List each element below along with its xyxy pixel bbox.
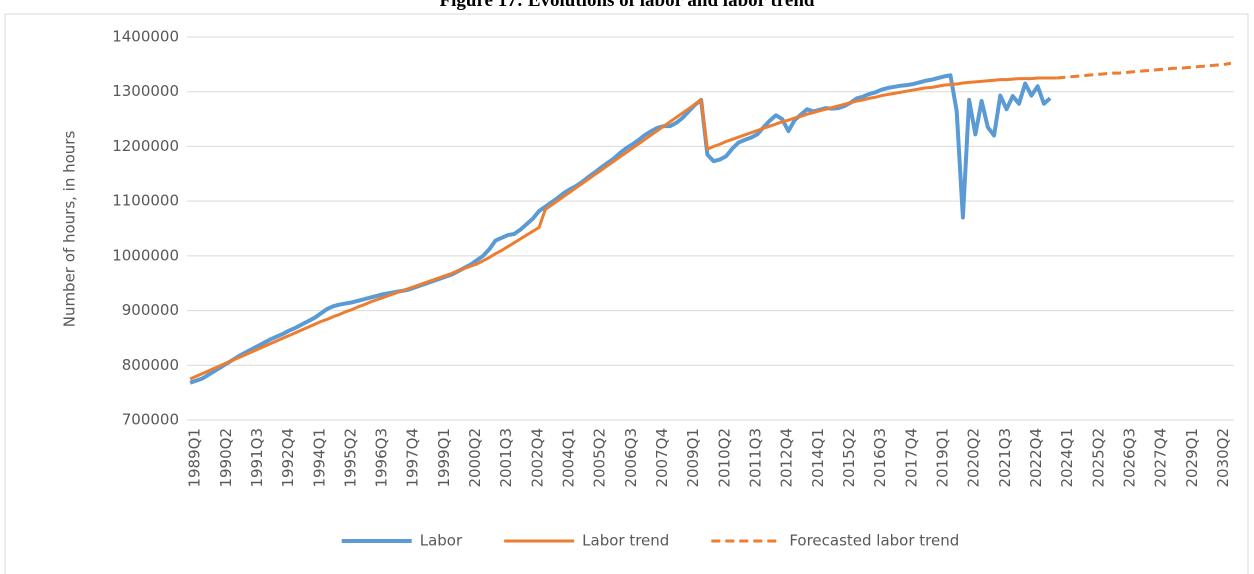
x-tick-label: 2027Q4 xyxy=(1152,428,1170,488)
x-tick-label: 2021Q3 xyxy=(996,428,1014,488)
legend-item: Labor xyxy=(341,532,463,550)
x-tick-label: 1992Q4 xyxy=(279,428,297,488)
x-tick-label: 2030Q2 xyxy=(1214,428,1232,488)
x-tick-label: 1996Q3 xyxy=(373,428,391,488)
y-tick-label: 1200000 xyxy=(112,137,179,155)
series-line xyxy=(189,76,1057,381)
x-tick-label: 2005Q2 xyxy=(591,428,609,488)
x-tick-label: 2010Q2 xyxy=(715,428,733,488)
x-tick-label: 2004Q1 xyxy=(560,428,578,488)
y-tick-label: 1400000 xyxy=(112,28,179,46)
x-tick-label: 2014Q1 xyxy=(809,428,827,488)
x-tick-label: 1989Q1 xyxy=(186,428,204,488)
x-tick-label: 1997Q4 xyxy=(404,428,422,488)
x-tick-label: 1995Q2 xyxy=(341,428,359,488)
x-tick-label: 2022Q4 xyxy=(1027,428,1045,488)
x-tick-label: 2012Q4 xyxy=(778,428,796,488)
x-tick-label: 2002Q4 xyxy=(528,428,546,488)
x-tick-label: 2000Q2 xyxy=(466,428,484,488)
x-tick-label: 1991Q3 xyxy=(248,428,266,488)
y-tick-label: 1300000 xyxy=(112,82,179,100)
x-tick-label: 2016Q3 xyxy=(871,428,889,488)
y-tick-label: 1100000 xyxy=(112,192,179,210)
series-line xyxy=(1056,61,1232,80)
x-tick-label: 2026Q3 xyxy=(1120,428,1138,488)
x-tick-label: 2025Q2 xyxy=(1089,428,1107,488)
x-tick-label: 2009Q1 xyxy=(684,428,702,488)
y-axis-label: Number of hours, in hours xyxy=(61,131,79,328)
y-tick-label: 1000000 xyxy=(112,246,179,264)
y-tick-label: 900000 xyxy=(122,301,179,319)
x-tick-label: 2020Q2 xyxy=(965,428,983,488)
chart-frame xyxy=(4,13,1249,574)
legend-label: Labor trend xyxy=(582,532,669,550)
x-tick-label: 1999Q1 xyxy=(435,428,453,488)
chart-title: Figure 17: Evolutions of labor and labor… xyxy=(440,0,815,11)
x-tick-label: 2006Q3 xyxy=(622,428,640,488)
x-tick-label: 2001Q3 xyxy=(497,428,515,488)
x-tick-label: 2017Q4 xyxy=(902,428,920,488)
legend: Labor Labor trend Forecasted labor trend xyxy=(341,532,959,550)
y-tick-label: 700000 xyxy=(122,411,179,429)
x-tick-label: 2015Q2 xyxy=(840,428,858,488)
x-tick-label: 2007Q4 xyxy=(653,428,671,488)
x-tick-label: 2024Q1 xyxy=(1058,428,1076,488)
x-tick-label: 1990Q2 xyxy=(217,428,235,488)
series-line xyxy=(189,73,1052,385)
x-tick-label: 1994Q1 xyxy=(310,428,328,488)
legend-item: Forecasted labor trend xyxy=(711,532,959,550)
legend-label: Labor xyxy=(420,532,463,550)
x-tick-label: 2011Q3 xyxy=(747,428,765,488)
y-tick-label: 800000 xyxy=(122,356,179,374)
legend-item: Labor trend xyxy=(504,532,669,550)
x-tick-label: 2029Q1 xyxy=(1183,428,1201,488)
x-tick-label: 2019Q1 xyxy=(933,428,951,488)
legend-label: Forecasted labor trend xyxy=(789,532,959,550)
